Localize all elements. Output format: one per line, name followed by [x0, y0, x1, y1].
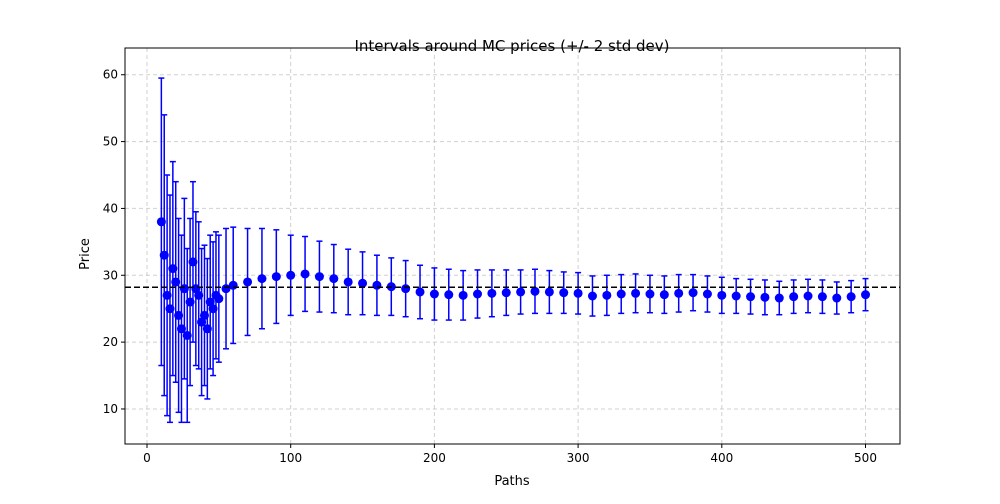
point	[444, 290, 454, 300]
x-axis-label: Paths	[494, 474, 530, 489]
point	[300, 269, 310, 279]
y-tick-label: 10	[103, 402, 118, 416]
point	[631, 288, 641, 298]
x-tick-label: 500	[854, 451, 877, 465]
point	[286, 270, 296, 280]
point	[516, 287, 526, 297]
point	[473, 289, 483, 299]
y-tick-label: 60	[103, 68, 118, 82]
point	[602, 290, 612, 300]
y-axis-label: Price	[78, 238, 93, 270]
point	[171, 277, 181, 287]
point	[803, 291, 813, 301]
point	[774, 293, 784, 303]
point	[544, 287, 554, 297]
point	[257, 274, 267, 284]
y-tick-label: 40	[103, 201, 118, 215]
point	[573, 288, 583, 298]
point	[731, 291, 741, 301]
point	[199, 310, 209, 320]
point	[208, 304, 218, 314]
point	[185, 297, 195, 307]
point	[688, 288, 698, 298]
point	[194, 290, 204, 300]
point	[343, 277, 353, 287]
point	[358, 278, 368, 288]
point	[702, 289, 712, 299]
point	[329, 274, 339, 284]
point	[760, 292, 770, 302]
point	[401, 284, 411, 294]
point	[429, 289, 439, 299]
point	[159, 250, 169, 260]
point	[202, 324, 212, 334]
chart-title: Intervals around MC prices (+/- 2 std de…	[354, 37, 669, 55]
y-tick-label: 50	[103, 135, 118, 149]
point	[659, 290, 669, 300]
point	[162, 290, 172, 300]
point	[861, 290, 871, 300]
point	[314, 272, 324, 282]
point	[415, 287, 425, 297]
point	[228, 280, 238, 290]
point	[174, 310, 184, 320]
point	[717, 290, 727, 300]
point	[746, 292, 756, 302]
point	[214, 294, 224, 304]
point	[221, 284, 231, 294]
point	[846, 292, 856, 302]
point	[182, 330, 192, 340]
point	[674, 288, 684, 298]
point	[789, 292, 799, 302]
point	[616, 289, 626, 299]
point	[458, 290, 468, 300]
point	[559, 288, 569, 298]
y-tick-label: 30	[103, 268, 118, 282]
y-tick-label: 20	[103, 335, 118, 349]
point	[645, 289, 655, 299]
point	[179, 284, 189, 294]
x-tick-label: 200	[423, 451, 446, 465]
point	[176, 324, 186, 334]
x-tick-label: 100	[279, 451, 302, 465]
point	[165, 304, 175, 314]
point	[168, 264, 178, 274]
point	[501, 288, 511, 298]
point	[243, 277, 253, 287]
point	[188, 257, 198, 267]
plot-frame	[124, 47, 901, 445]
x-tick-label: 400	[710, 451, 733, 465]
point	[587, 291, 597, 301]
point	[832, 293, 842, 303]
point	[372, 280, 382, 290]
x-tick-label: 0	[143, 451, 151, 465]
x-tick-label: 300	[567, 451, 590, 465]
point	[817, 292, 827, 302]
point	[487, 288, 497, 298]
point	[271, 272, 281, 282]
point	[530, 286, 540, 296]
point	[156, 217, 166, 227]
